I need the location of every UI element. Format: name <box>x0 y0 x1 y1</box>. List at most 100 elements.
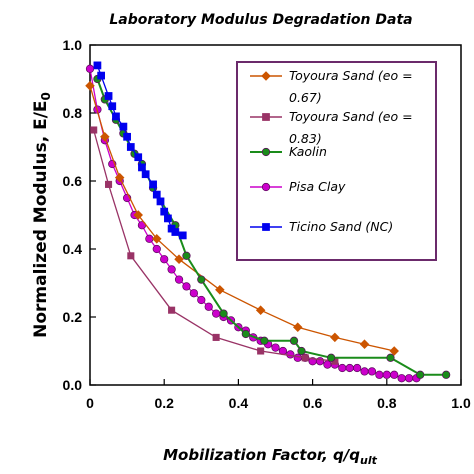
legend-label: Toyoura Sand (eo = <box>289 109 413 124</box>
legend-marker <box>261 71 271 81</box>
data-point <box>108 102 117 111</box>
data-point <box>105 180 113 188</box>
data-point <box>85 64 95 73</box>
legend-label: Pisa Clay <box>289 179 346 194</box>
data-point <box>404 374 414 383</box>
data-point <box>90 126 98 134</box>
x-axis-label: Mobilization Factor, q/qult <box>163 446 377 467</box>
series-3 <box>85 64 421 383</box>
data-point <box>382 370 391 379</box>
y-tick-label: 0.2 <box>63 309 83 325</box>
data-point <box>134 153 143 162</box>
y-tick-label: 0.8 <box>63 105 83 121</box>
data-point <box>352 363 362 373</box>
data-point <box>160 207 169 216</box>
data-point <box>389 346 399 356</box>
x-tick-label: 1.0 <box>451 395 471 411</box>
x-tick-label: 0.2 <box>154 395 174 411</box>
series-line <box>89 85 395 352</box>
data-point <box>126 143 135 151</box>
x-axis-label-sub: ult <box>360 454 378 467</box>
data-point <box>164 214 172 223</box>
legend-marker <box>261 182 271 192</box>
data-point <box>289 336 299 345</box>
data-point <box>160 255 169 264</box>
x-axis-label-main: Mobilization Factor, q/q <box>163 446 360 464</box>
y-tick-label: 0.0 <box>63 377 83 393</box>
data-point <box>330 332 340 343</box>
data-point <box>416 370 425 379</box>
data-point <box>301 354 309 362</box>
series-4 <box>93 61 187 240</box>
data-point <box>212 309 221 318</box>
plot-frame <box>89 44 462 386</box>
data-point <box>149 180 157 189</box>
data-point <box>197 275 206 284</box>
data-point <box>152 190 161 199</box>
data-point <box>152 244 161 254</box>
legend-label: Toyoura Sand (eo = <box>289 68 413 83</box>
data-point <box>360 367 369 376</box>
data-point <box>271 343 280 352</box>
data-point <box>168 306 176 314</box>
legend-label: Ticino Sand (NC) <box>289 219 393 234</box>
data-point <box>241 329 250 339</box>
data-point <box>182 251 191 260</box>
data-point <box>127 252 135 260</box>
data-point <box>260 336 269 345</box>
x-tick-label: 0.8 <box>377 395 397 411</box>
data-point <box>375 370 384 379</box>
data-point <box>133 210 143 220</box>
data-point <box>286 350 295 359</box>
data-point <box>390 370 399 379</box>
data-point <box>114 172 125 183</box>
data-point <box>204 302 213 311</box>
data-point <box>442 370 451 379</box>
series-line <box>93 129 335 362</box>
data-point <box>145 234 154 243</box>
y-axis-label: Normalized Modulus, E/E0 <box>31 92 53 338</box>
data-point <box>100 132 110 142</box>
data-point <box>367 367 377 376</box>
x-tick-label: 0.6 <box>303 395 323 411</box>
chart-title: Laboratory Modulus Degradation Data <box>109 12 412 28</box>
plot-area-border <box>89 44 462 386</box>
legend-marker <box>262 223 270 231</box>
data-point <box>156 197 165 206</box>
data-point <box>123 132 131 141</box>
series-layer <box>85 61 451 383</box>
data-point <box>219 309 228 318</box>
series-0 <box>85 81 399 356</box>
data-point <box>293 353 302 362</box>
data-point <box>338 363 347 373</box>
data-point <box>119 122 128 131</box>
data-point <box>255 305 266 315</box>
data-point <box>359 339 370 349</box>
legend-label: 0.67) <box>289 90 322 105</box>
data-point <box>257 347 265 355</box>
legend-marker <box>261 147 271 157</box>
y-axis-ticks: 0.0 0.2 0.4 0.6 0.8 1.0 <box>63 37 96 393</box>
data-point <box>323 360 332 369</box>
data-point <box>93 61 102 70</box>
data-point <box>178 231 187 240</box>
data-point <box>386 353 395 362</box>
y-tick-label: 1.0 <box>63 37 83 53</box>
data-point <box>104 92 113 100</box>
data-point <box>182 282 191 291</box>
legend-marker <box>262 113 270 121</box>
data-point <box>174 254 184 264</box>
x-axis-ticks: 0 0.2 0.4 0.6 0.8 1.0 <box>86 379 471 411</box>
data-point <box>397 374 406 383</box>
data-point <box>171 228 180 236</box>
data-point <box>189 289 199 298</box>
data-point <box>85 81 95 91</box>
legend: Toyoura Sand (eo = 0.67) Toyoura Sand (eo … <box>236 61 437 261</box>
data-point <box>212 333 220 341</box>
data-point <box>138 163 146 172</box>
series-1 <box>90 126 339 365</box>
data-point <box>292 322 303 332</box>
legend-label: Kaolin <box>289 144 327 159</box>
y-axis-label-sub: 0 <box>39 92 53 100</box>
